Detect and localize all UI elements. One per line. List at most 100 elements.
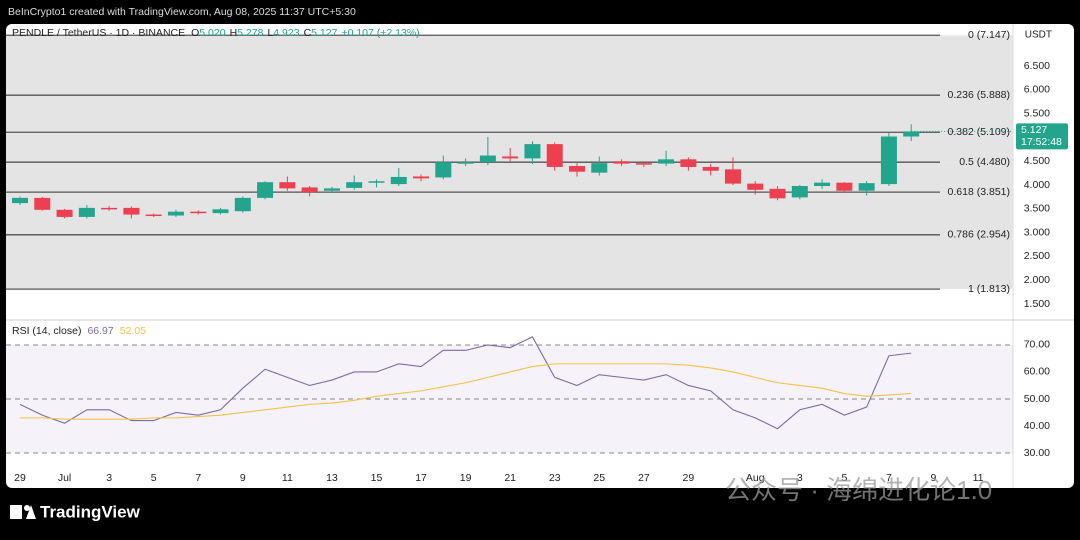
rsi-tick-label: 50.00 — [1024, 393, 1050, 405]
candle-body — [747, 183, 764, 190]
x-tick-label: Aug — [746, 472, 765, 484]
y-tick-label: 3.500 — [1024, 203, 1050, 215]
footer-brand: TradingView — [40, 502, 141, 521]
rsi-title: RSI (14, close) — [12, 325, 81, 337]
candle-body — [635, 163, 652, 165]
axis-unit: USDT — [1025, 30, 1052, 41]
candle-body — [903, 131, 920, 137]
candle-body — [702, 166, 719, 171]
ohlc-value: 5.278 — [237, 27, 263, 39]
candle-body — [212, 209, 229, 214]
candle-body — [613, 161, 630, 164]
y-tick-label: 2.000 — [1024, 274, 1050, 286]
rsi-tick-label: 60.00 — [1024, 366, 1050, 378]
candle-body — [502, 156, 519, 159]
candle-body — [769, 188, 786, 199]
y-tick-label: 4.000 — [1024, 179, 1050, 191]
candle-body — [34, 197, 51, 210]
candle-body — [257, 182, 274, 198]
y-tick-label: 1.500 — [1024, 298, 1050, 310]
candle-body — [12, 197, 28, 204]
candle-body — [791, 185, 808, 198]
candle-body — [390, 176, 407, 185]
candle-body — [234, 197, 251, 212]
y-tick-label: 2.500 — [1024, 250, 1050, 262]
x-tick-label: 25 — [593, 472, 605, 484]
candle-body — [591, 163, 608, 173]
x-tick-label: Jul — [58, 472, 71, 484]
x-tick-label: 7 — [195, 472, 201, 484]
ohlc-key: L — [267, 27, 273, 39]
candle-body — [346, 182, 363, 188]
candle-body — [123, 207, 140, 215]
candle-body — [301, 187, 318, 193]
rsi-line — [19, 336, 912, 430]
candle-body — [145, 214, 162, 217]
ohlc-value: 4.923 — [273, 27, 299, 39]
logo-part — [26, 505, 36, 519]
candle-body — [858, 183, 875, 191]
logo-part — [24, 505, 30, 511]
fib-label: 0.618 (3.851) — [948, 186, 1010, 198]
rsi-tick-label: 40.00 — [1024, 420, 1050, 432]
fib-label: 0.236 (5.888) — [948, 89, 1010, 101]
header-text: BeInCrypto1 created with TradingView.com… — [8, 6, 356, 18]
last-price-label: 5.127 — [1021, 124, 1047, 136]
candle-body — [680, 159, 697, 167]
candle-body — [569, 166, 585, 172]
candle-body — [167, 211, 184, 216]
x-tick-label: 21 — [504, 472, 516, 484]
ohlc-key: C — [304, 27, 312, 39]
x-tick-label: 11 — [973, 472, 984, 484]
x-tick-label: 19 — [460, 472, 472, 484]
x-tick-label: 27 — [638, 472, 650, 484]
y-tick-label: 6.000 — [1024, 84, 1050, 96]
candle-body — [546, 144, 563, 167]
symbol-title: PENDLE / TetherUS · 1D · BINANCE — [12, 27, 185, 39]
fib-label: 0.786 (2.954) — [948, 229, 1010, 241]
fib-zone — [6, 192, 1013, 235]
fib-label: 1 (1.813) — [968, 283, 1010, 295]
rsi-value: 66.97 — [87, 325, 113, 337]
last-price-box — [1016, 123, 1068, 150]
candle-body — [323, 188, 340, 191]
x-tick-label: 5 — [841, 472, 847, 484]
x-tick-label: 13 — [326, 472, 338, 484]
x-tick-label: 23 — [549, 472, 561, 484]
candle-body — [880, 136, 897, 185]
fib-label: 0.5 (4.480) — [959, 156, 1010, 168]
candle-body — [56, 209, 73, 217]
x-tick-label: 5 — [151, 472, 157, 484]
x-tick-label: 17 — [415, 472, 427, 484]
candle-body — [836, 182, 853, 191]
ohlc-key: O — [191, 27, 199, 39]
candle-body — [413, 176, 430, 179]
candle-body — [190, 211, 207, 214]
candle-body — [368, 181, 385, 183]
fib-label: 0 (7.147) — [968, 29, 1010, 41]
fib-label: 0.382 (5.109) — [948, 126, 1010, 138]
candle-body — [457, 162, 474, 164]
ohlc-value: 5.020 — [199, 27, 225, 39]
candle-body — [524, 144, 541, 159]
ohlc-value: 5.127 — [311, 27, 337, 39]
ohlc-key: H — [230, 27, 238, 39]
change: +0.107 (+2.13%) — [341, 27, 419, 39]
candle-body — [724, 169, 741, 184]
y-tick-label: 6.500 — [1024, 60, 1050, 72]
y-tick-label: 5.500 — [1024, 107, 1050, 119]
watermark: 公众号 · 海绵进化论1.0 — [725, 475, 992, 505]
x-tick-label: 9 — [240, 472, 246, 484]
candle-body — [814, 182, 831, 186]
fib-zone — [6, 95, 1013, 133]
x-tick-label: 15 — [371, 472, 383, 484]
candle-body — [101, 207, 118, 210]
candle-body — [78, 207, 95, 217]
tradingview-logo — [10, 505, 36, 519]
rsi-value: 52.05 — [120, 325, 146, 337]
x-tick-label: 3 — [106, 472, 112, 484]
x-tick-label: 9 — [931, 472, 937, 484]
countdown: 17:52:48 — [1021, 136, 1062, 148]
